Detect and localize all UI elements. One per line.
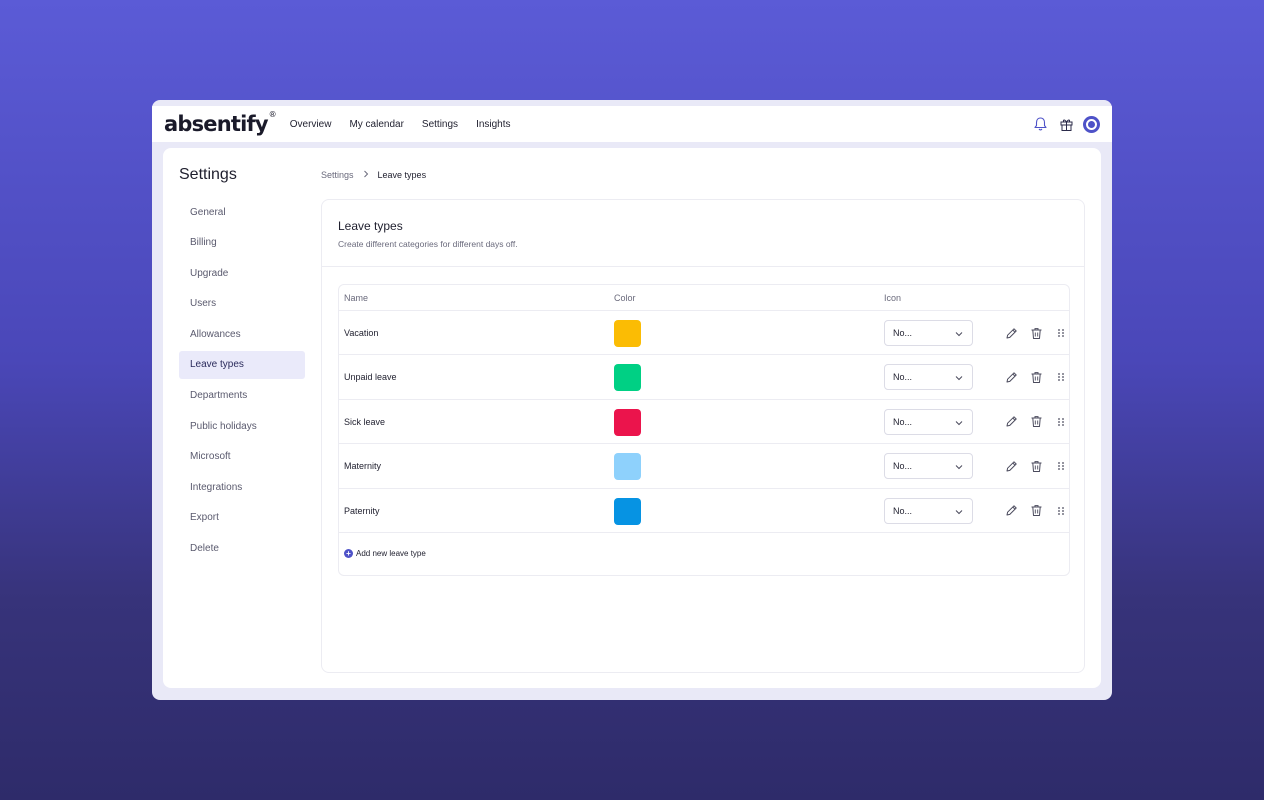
- top-navigation-bar: absentify ® Overview My calendar Settings…: [152, 106, 1112, 142]
- color-swatch[interactable]: [614, 320, 641, 347]
- settings-sidebar: General Billing Upgrade Users Allowances…: [179, 198, 305, 565]
- sidebar-item-general[interactable]: General: [190, 206, 226, 218]
- logo-text: absentify: [164, 111, 269, 136]
- chevron-right-icon: [362, 170, 370, 180]
- nav-my-calendar[interactable]: My calendar: [349, 118, 404, 130]
- nav-settings[interactable]: Settings: [421, 118, 459, 130]
- add-leave-type-label: Add new leave type: [356, 549, 426, 558]
- color-swatch[interactable]: [614, 408, 641, 436]
- row-actions: [1004, 326, 1068, 340]
- sidebar-item-departments[interactable]: Departments: [190, 390, 248, 402]
- pencil-icon[interactable]: [1004, 459, 1018, 473]
- sidebar-item-allowances[interactable]: Allowances: [190, 328, 241, 340]
- gift-icon[interactable]: [1057, 115, 1075, 133]
- drag-handle-icon[interactable]: [1054, 415, 1068, 429]
- row-actions: [1004, 459, 1068, 473]
- icon-select[interactable]: No...: [884, 364, 973, 391]
- table-row: Paternity No...: [339, 489, 1069, 533]
- sidebar-item-export[interactable]: Export: [190, 512, 219, 524]
- table-body: Vacation No... Unpaid leave No...: [339, 311, 1069, 533]
- icon-select-value: No...: [893, 372, 913, 383]
- sidebar-item-upgrade[interactable]: Upgrade: [190, 267, 229, 279]
- logo-registered-mark: ®: [268, 109, 277, 119]
- sidebar-item-integrations[interactable]: Integrations: [190, 481, 243, 493]
- header-color: Color: [614, 293, 636, 303]
- color-swatch[interactable]: [614, 453, 641, 481]
- breadcrumb-current: Leave types: [377, 170, 427, 180]
- chevron-down-icon: [955, 465, 963, 470]
- icon-select[interactable]: No...: [884, 453, 973, 480]
- trash-icon[interactable]: [1029, 415, 1043, 429]
- nav-insights[interactable]: Insights: [476, 118, 511, 130]
- trash-icon[interactable]: [1029, 504, 1043, 518]
- main-nav: Overview My calendar Settings Insights: [290, 119, 511, 130]
- pencil-icon[interactable]: [1004, 326, 1018, 340]
- icon-select[interactable]: No...: [884, 320, 973, 346]
- color-swatch[interactable]: [614, 497, 641, 525]
- table-row: Maternity No...: [339, 444, 1069, 489]
- table-header: Name Color Icon: [339, 285, 1069, 311]
- sidebar-item-delete[interactable]: Delete: [190, 543, 219, 555]
- leave-type-name: Paternity: [344, 505, 380, 516]
- trash-icon[interactable]: [1029, 459, 1043, 473]
- chevron-down-icon: [955, 420, 963, 425]
- leave-types-table: Name Color Icon Vacation No... Unpaid le…: [338, 284, 1070, 576]
- logo[interactable]: absentify ®: [164, 110, 277, 136]
- icon-select-value: No...: [893, 416, 913, 427]
- sidebar-title: Settings: [179, 166, 237, 183]
- sidebar-item-users[interactable]: Users: [190, 298, 217, 310]
- leave-types-panel: Leave types Create different categories …: [321, 199, 1085, 673]
- icon-select[interactable]: No...: [884, 497, 973, 524]
- plus-circle-icon: +: [344, 549, 353, 558]
- top-icons: [1031, 115, 1100, 133]
- pencil-icon[interactable]: [1004, 370, 1018, 384]
- row-actions: [1004, 504, 1068, 518]
- panel-subtitle: Create different categories for differen…: [338, 239, 518, 249]
- chevron-down-icon: [955, 509, 963, 514]
- pencil-icon[interactable]: [1004, 415, 1018, 429]
- table-row: Vacation No...: [339, 311, 1069, 356]
- panel-title: Leave types: [338, 219, 403, 233]
- leave-type-name: Maternity: [344, 461, 382, 472]
- leave-type-name: Sick leave: [344, 416, 386, 427]
- trash-icon[interactable]: [1029, 370, 1043, 384]
- icon-select-value: No...: [893, 505, 913, 516]
- sidebar-item-microsoft[interactable]: Microsoft: [190, 451, 231, 463]
- drag-handle-icon[interactable]: [1054, 459, 1068, 473]
- chevron-down-icon: [955, 376, 963, 381]
- app-window: absentify ® Overview My calendar Settings…: [152, 100, 1112, 700]
- row-actions: [1004, 370, 1068, 384]
- icon-select-value: No...: [893, 328, 913, 338]
- table-row: Sick leave No...: [339, 400, 1069, 445]
- breadcrumb-settings[interactable]: Settings: [321, 170, 354, 180]
- color-swatch[interactable]: [614, 364, 641, 392]
- drag-handle-icon[interactable]: [1054, 326, 1068, 340]
- header-name: Name: [344, 293, 369, 303]
- drag-handle-icon[interactable]: [1054, 504, 1068, 518]
- drag-handle-icon[interactable]: [1054, 370, 1068, 384]
- table-row: Unpaid leave No...: [339, 355, 1069, 400]
- icon-select-value: No...: [893, 461, 913, 472]
- avatar-icon[interactable]: [1083, 115, 1100, 133]
- pencil-icon[interactable]: [1004, 504, 1018, 518]
- breadcrumb: Settings Leave types: [321, 170, 426, 180]
- add-leave-type-button[interactable]: + Add new leave type: [344, 549, 426, 558]
- sidebar-item-billing[interactable]: Billing: [190, 237, 217, 249]
- bell-icon[interactable]: [1031, 115, 1049, 133]
- nav-overview[interactable]: Overview: [289, 118, 332, 130]
- leave-type-name: Unpaid leave: [344, 372, 397, 383]
- leave-type-name: Vacation: [344, 328, 379, 338]
- chevron-down-icon: [955, 332, 963, 337]
- trash-icon[interactable]: [1029, 326, 1043, 340]
- icon-select[interactable]: No...: [884, 408, 973, 435]
- sidebar-item-public-holidays[interactable]: Public holidays: [190, 420, 257, 432]
- panel-header: Leave types Create different categories …: [322, 200, 1084, 267]
- header-icon: Icon: [884, 293, 902, 303]
- sidebar-item-leave-types[interactable]: Leave types: [179, 350, 305, 379]
- settings-content: Settings General Billing Upgrade Users A…: [163, 148, 1101, 688]
- row-actions: [1004, 415, 1068, 429]
